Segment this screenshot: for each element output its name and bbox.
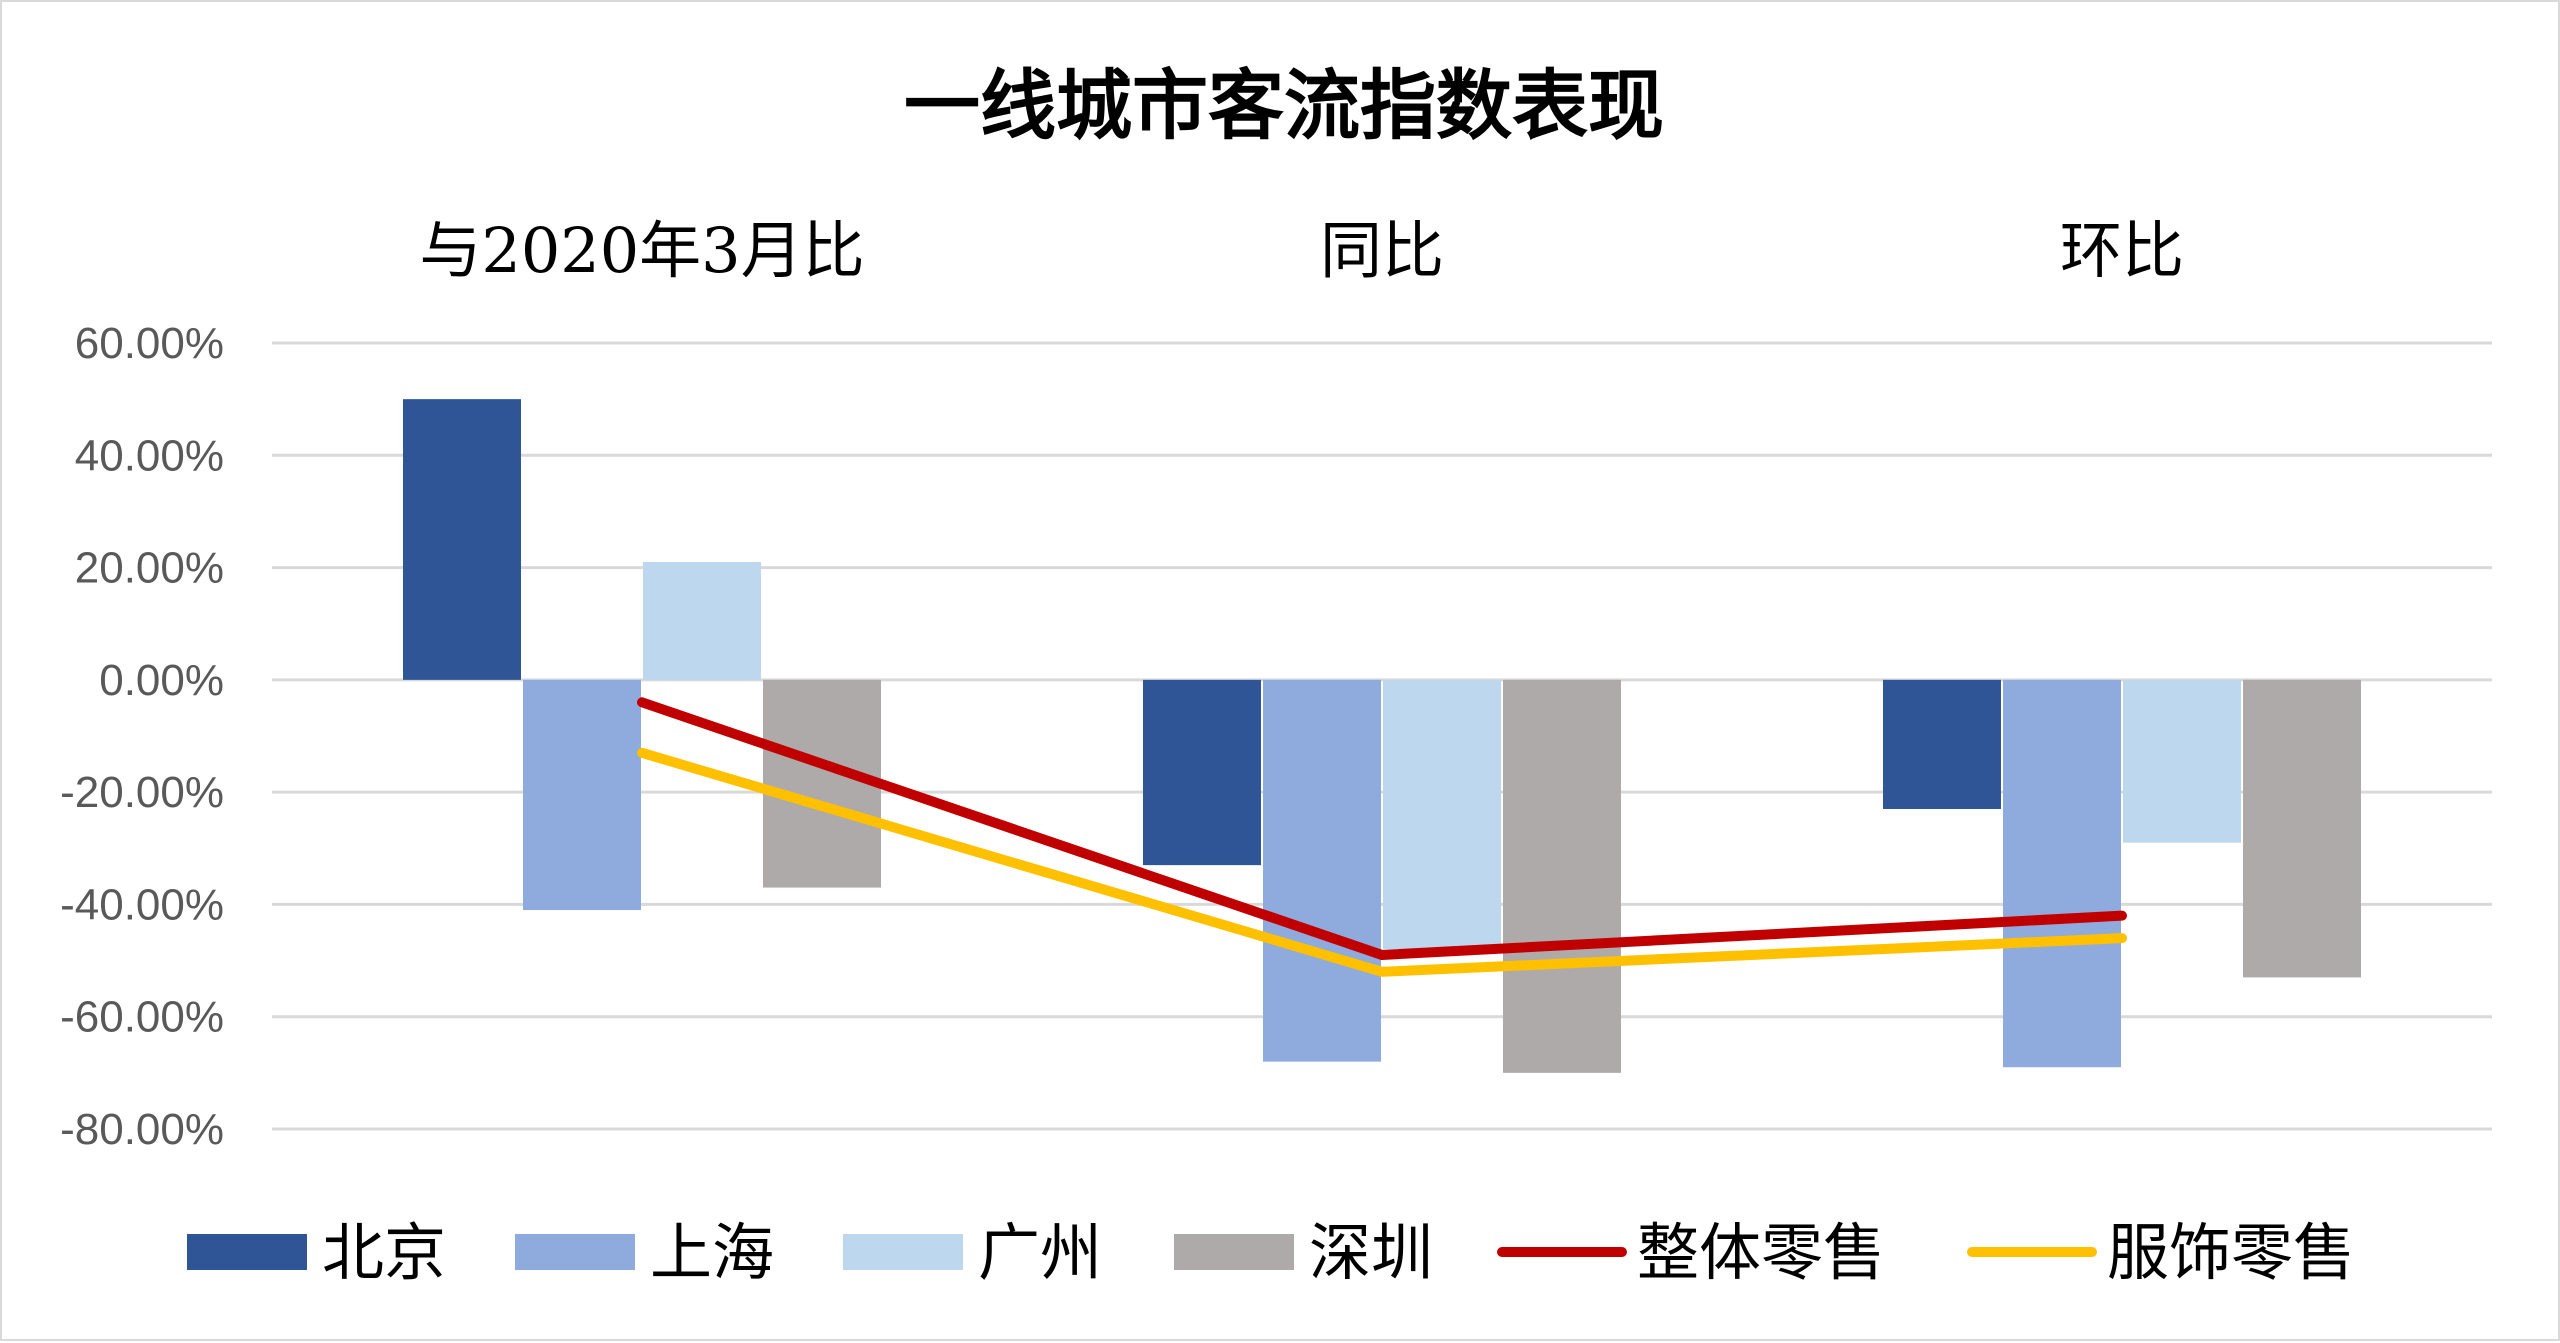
legend-swatch: [515, 1234, 635, 1270]
legend-label: 整体零售: [1637, 1216, 1885, 1289]
line-整体零售: [637, 697, 2127, 960]
gridlines: [272, 341, 2492, 1131]
legend-swatch: [843, 1234, 963, 1270]
legend: 北京 上海 广州 深圳 整体零售 服饰零售: [187, 1216, 2355, 1289]
y-tick-label: -40.00%: [60, 880, 224, 929]
y-tick-label: 0.00%: [99, 656, 224, 705]
bar-上海-0: [523, 679, 641, 911]
category-label: 环比: [2060, 214, 2184, 287]
y-tick-label: 60.00%: [75, 319, 224, 368]
y-tick-label: -60.00%: [60, 993, 224, 1042]
y-axis-tick-labels: 60.00% 40.00% 20.00% 0.00% -20.00% -40.00% -60…: [60, 319, 224, 1154]
legend-label: 深圳: [1309, 1216, 1433, 1289]
legend-swatch: [1174, 1234, 1294, 1270]
y-tick-label: 40.00%: [75, 431, 224, 480]
bar-深圳-1: [1503, 679, 1621, 1073]
legend-label: 上海: [650, 1216, 774, 1289]
bar-上海-2: [2003, 679, 2121, 1068]
category-label: 与2020年3月比: [419, 214, 864, 287]
bar-广州-0: [643, 561, 761, 680]
y-tick-label: -80.00%: [60, 1105, 224, 1154]
bar-北京-2: [1883, 679, 2001, 809]
legend-swatch: [187, 1234, 307, 1270]
category-labels: 与2020年3月比 同比 环比: [419, 214, 2184, 287]
bar-广州-2: [2123, 679, 2241, 843]
bar-上海-1: [1263, 679, 1381, 1062]
y-tick-label: 20.00%: [75, 544, 224, 593]
series-lines: [637, 697, 2127, 977]
line-服饰零售: [637, 747, 2127, 977]
y-tick-label: -20.00%: [60, 768, 224, 817]
bar-北京-1: [1143, 679, 1261, 866]
bar-深圳-0: [763, 679, 881, 888]
chart-title: 一线城市客流指数表现: [904, 61, 1664, 150]
bars: [403, 399, 2361, 1073]
bar-北京-0: [403, 399, 521, 680]
category-label: 同比: [1320, 214, 1444, 287]
legend-label: 北京: [322, 1216, 446, 1289]
legend-label: 广州: [978, 1216, 1102, 1289]
bar-深圳-2: [2243, 679, 2361, 978]
legend-label: 服饰零售: [2107, 1216, 2355, 1289]
bar-广州-1: [1383, 679, 1501, 950]
